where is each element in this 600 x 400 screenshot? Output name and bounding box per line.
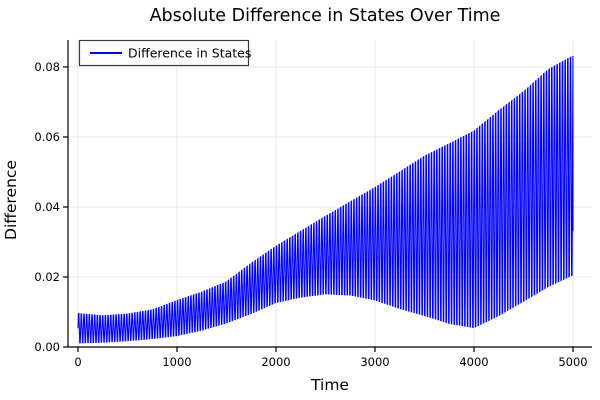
- x-axis-label: Time: [310, 376, 349, 394]
- legend-entry-label: Difference in States: [128, 46, 251, 61]
- x-tick-label: 3000: [360, 355, 389, 369]
- x-tick-label: 0: [74, 355, 81, 369]
- y-tick-label: 0.02: [34, 270, 60, 284]
- x-tick-label: 5000: [558, 355, 587, 369]
- legend: Difference in States: [78, 39, 251, 67]
- series-layer: [77, 55, 574, 344]
- y-tick-label: 0.04: [34, 200, 60, 214]
- chart-title: Absolute Difference in States Over Time: [150, 6, 501, 26]
- legend-box: [78, 39, 250, 67]
- x-tick-label: 2000: [261, 355, 290, 369]
- x-tick-label: 1000: [162, 355, 191, 369]
- axis-layer: 0 1000 2000 3000 4000 5000 0.00 0.02 0.04 0.06 0.0…: [34, 40, 592, 369]
- difference-series-line: [77, 55, 574, 344]
- y-tick-label: 0.08: [34, 60, 60, 74]
- y-tick-label: 0.00: [34, 340, 60, 354]
- y-tick-label: 0.06: [34, 130, 60, 144]
- x-tick-label: 4000: [459, 355, 488, 369]
- y-axis-label: Difference: [2, 160, 20, 240]
